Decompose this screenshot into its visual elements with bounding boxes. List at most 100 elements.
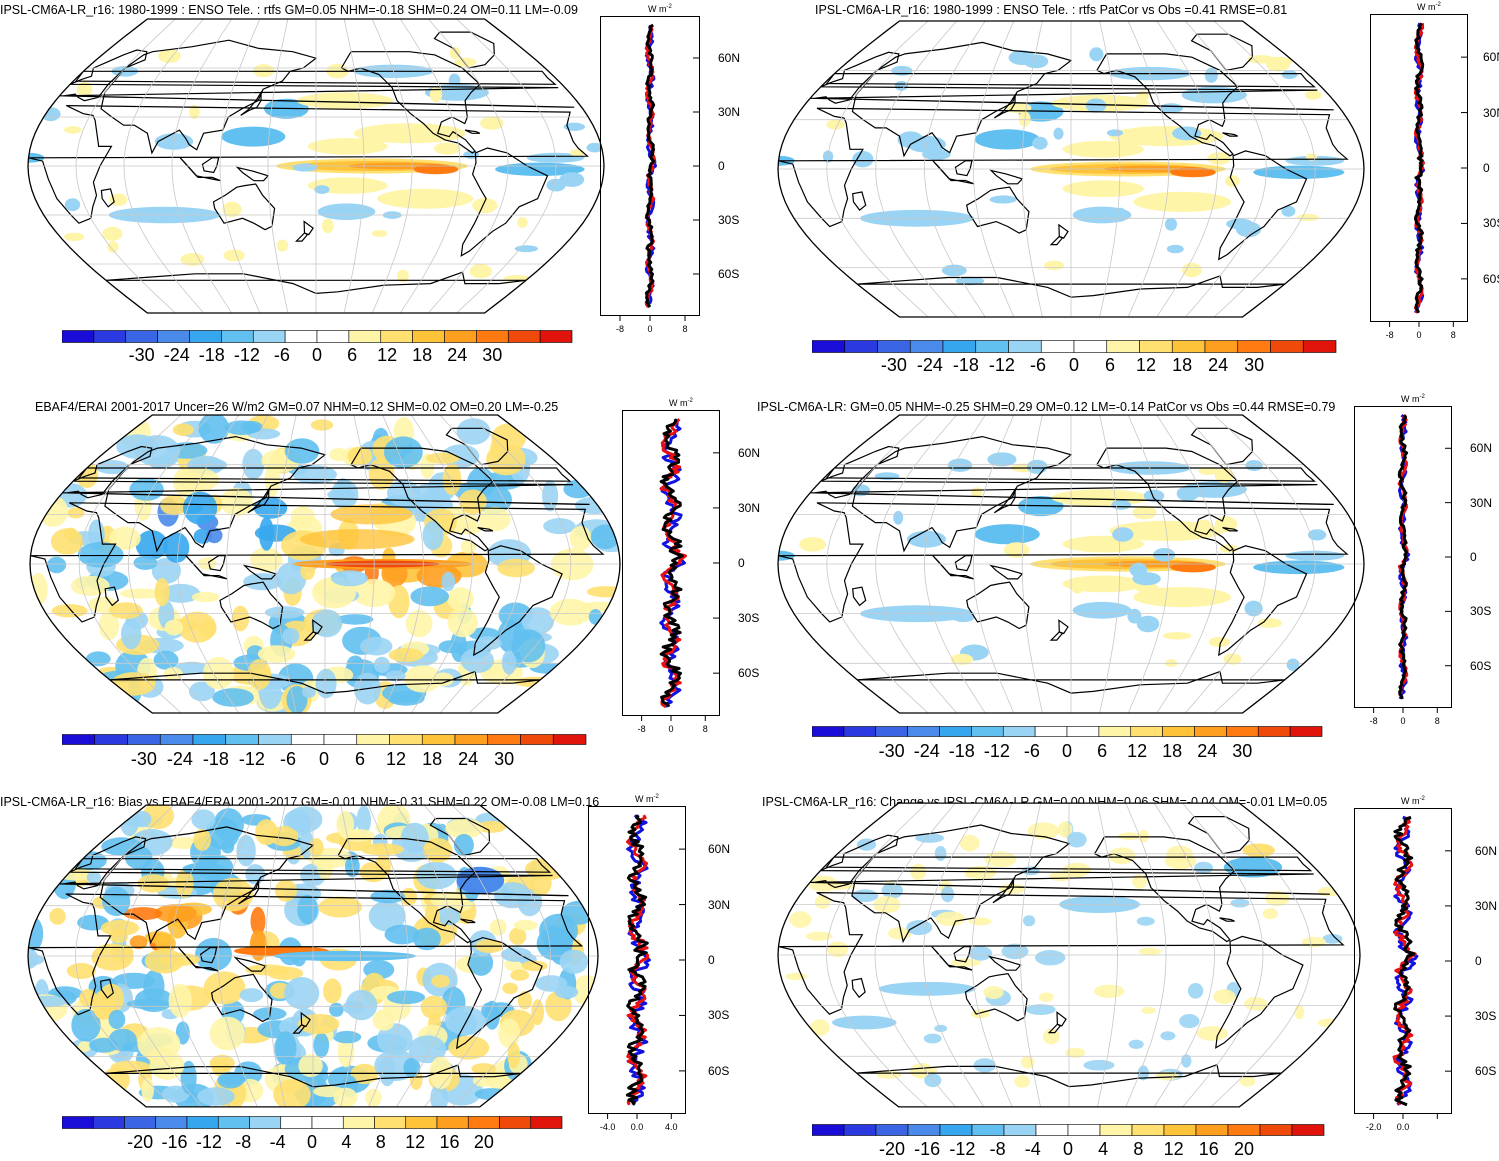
colorbar-tick-label: 0 [1068, 355, 1080, 375]
latitude-label: 0 [1475, 954, 1482, 968]
colorbar-tick-label: -12 [238, 749, 265, 769]
colorbar-tick-label: 30 [1244, 355, 1265, 375]
colorbar-tick-label: 18 [1172, 355, 1193, 375]
map-p1 [27, 18, 605, 314]
zonal-unit-label: W m-2 [669, 398, 693, 408]
zonal-unit-label: W m-2 [1417, 2, 1441, 12]
zonal-x-tick-label: 0.0 [1396, 1122, 1410, 1132]
colorbar-tick-label: 24 [447, 345, 468, 365]
zonal-unit-label: W m-2 [1401, 796, 1425, 806]
colorbar-tick-label: 6 [347, 345, 358, 365]
colorbar-tick-label: -6 [1029, 355, 1047, 375]
colorbar-tick-label: -6 [279, 749, 297, 769]
zonal-x-tick-label: 0 [1400, 716, 1406, 726]
colorbar-tick-label: 20 [473, 1132, 494, 1152]
colorbar-tick-label: -12 [233, 345, 260, 365]
colorbar-labels: -30 -24 -18 -12 -6 0 6 12 18 24 30 [62, 345, 572, 367]
colorbar-tick-label: 12 [385, 749, 407, 769]
colorbar-tick-label: -30 [880, 355, 907, 375]
latitude-label: 30S [1470, 604, 1492, 619]
latitude-label: 30S [738, 611, 760, 626]
latitude-label: 60N [738, 445, 761, 460]
colorbar-tick-label: 24 [1197, 741, 1218, 761]
colorbar-tick-label: 18 [1162, 741, 1183, 761]
colorbar-tick-label: 0 [306, 1132, 318, 1152]
colorbar-tick-label: -30 [878, 741, 905, 761]
map-p4 [777, 414, 1365, 714]
map-p6 [777, 802, 1361, 1108]
latitude-label: 0 [708, 953, 715, 967]
zonal-profile-p5 [588, 806, 686, 1119]
panel-title: IPSL-CM6A-LR: GM=0.05 NHM=-0.25 SHM=0.29… [757, 400, 1336, 414]
colorbar-tick-label: 24 [458, 749, 479, 769]
colorbar-tick-label: 16 [439, 1132, 460, 1152]
colorbar-tick-label: 8 [375, 1132, 386, 1152]
latitude-label: 60N [1483, 50, 1499, 65]
zonal-profile-p4 [1354, 406, 1452, 713]
zonal-x-tick-label: 0 [647, 324, 653, 334]
latitude-label: 30S [1483, 216, 1499, 231]
colorbar-tick-label: 30 [494, 749, 515, 769]
colorbar-tick-label: -12 [983, 741, 1010, 761]
zonal-profile-p1 [600, 16, 700, 321]
colorbar-tick-label: -8 [989, 1139, 1006, 1159]
colorbar-tick-label: -12 [195, 1132, 222, 1152]
latitude-label: 60S [718, 267, 740, 281]
latitude-label: 30N [1475, 898, 1498, 913]
latitude-label: 60S [738, 666, 760, 681]
colorbar-p1 [62, 330, 573, 343]
zonal-unit-label: W m-2 [1401, 394, 1425, 404]
latitude-label: 30S [1475, 1009, 1497, 1024]
colorbar-tick-label: 12 [1135, 355, 1157, 375]
colorbar-tick-label: -12 [988, 355, 1015, 375]
zonal-x-tick-label: 8 [1434, 716, 1440, 726]
latitude-label: 60N [1470, 441, 1493, 456]
colorbar-tick-label: 20 [1233, 1139, 1255, 1159]
colorbar-tick-label: -18 [952, 355, 979, 375]
colorbar-p5 [62, 1116, 563, 1129]
colorbar-tick-label: -8 [235, 1132, 252, 1152]
colorbar-p6 [812, 1124, 1325, 1136]
colorbar-tick-label: -20 [878, 1139, 906, 1159]
latitude-label: 30N [1483, 105, 1499, 120]
zonal-x-tick-label: 0 [668, 724, 674, 734]
colorbar-tick-label: 6 [1104, 355, 1116, 375]
colorbar-tick-label: 18 [412, 345, 433, 365]
colorbar-tick-label: 8 [1133, 1139, 1144, 1159]
latitude-label: 30N [738, 500, 761, 515]
colorbar-tick-label: 12 [1163, 1139, 1184, 1159]
latitude-label: 60S [1483, 271, 1499, 286]
colorbar-tick-label: 12 [1127, 741, 1148, 761]
latitude-label: 0 [1470, 550, 1477, 564]
colorbar-tick-label: 18 [422, 749, 443, 769]
colorbar-p2 [812, 340, 1337, 353]
zonal-x-tick-label: 0 [1416, 330, 1422, 340]
colorbar-tick-label: 0 [318, 749, 330, 769]
zonal-profile-p6 [1354, 808, 1452, 1119]
zonal-x-tick-label: -4.0 [599, 1122, 616, 1132]
colorbar-tick-label: -16 [161, 1132, 188, 1152]
zonal-x-tick-label: -8 [615, 324, 625, 334]
latitude-label: 0 [1483, 161, 1490, 175]
colorbar-tick-label: -16 [914, 1139, 941, 1159]
colorbar-tick-label: 4 [341, 1132, 352, 1152]
latitude-label: 30N [718, 105, 741, 119]
zonal-x-tick-label: -8 [637, 724, 646, 734]
latitude-label: 60S [1470, 658, 1492, 673]
zonal-x-tick-label: 8 [1450, 330, 1456, 340]
colorbar-labels: -20 -16 -12 -8 -4 0 4 8 12 16 20 [812, 1139, 1324, 1161]
latitude-label: 30S [708, 1008, 730, 1023]
zonal-unit-label: W m-2 [648, 4, 672, 14]
map-p5 [27, 804, 599, 1108]
panel-title: EBAF4/ERAI 2001-2017 Uncer=26 W/m2 GM=0.… [35, 400, 559, 414]
colorbar-tick-label: 30 [1232, 741, 1253, 761]
colorbar-tick-label: 0 [1061, 741, 1073, 761]
latitude-label: 60N [708, 842, 731, 857]
colorbar-tick-label: 6 [1097, 741, 1108, 761]
zonal-x-tick-label: 0.0 [630, 1122, 644, 1132]
latitude-label: 60S [708, 1063, 730, 1078]
latitude-label: 60N [718, 51, 741, 65]
colorbar-tick-label: -24 [913, 741, 940, 761]
colorbar-tick-label: -18 [202, 749, 229, 769]
colorbar-tick-label: -12 [949, 1139, 976, 1159]
